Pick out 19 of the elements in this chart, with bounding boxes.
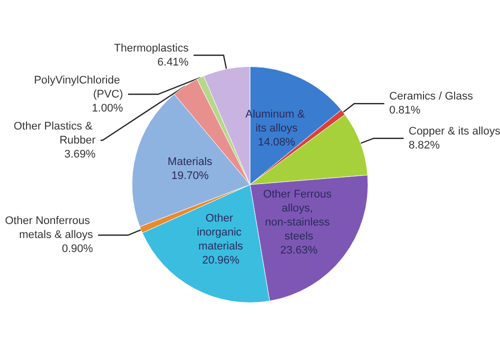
data-label: 8.82% — [408, 139, 440, 152]
data-label: 1.00% — [92, 102, 124, 114]
data-label: 14.08% — [258, 136, 296, 149]
slice-label: PolyVinylChloride (PVC) — [34, 74, 124, 100]
data-label: 19.70% — [171, 170, 209, 182]
data-label: 20.96% — [202, 254, 240, 266]
slice-label: Thermoplastics — [114, 42, 190, 54]
data-label: 3.69% — [64, 148, 96, 160]
data-label: 6.41% — [157, 56, 189, 68]
data-label: 23.63% — [280, 244, 318, 257]
slice-label: Ceramics / Glass — [389, 90, 474, 103]
data-label: 0.90% — [62, 243, 94, 256]
slice-label: Copper & its alloys — [408, 125, 500, 138]
slice-label: Materials — [168, 156, 213, 168]
slice-label: Other Plastics & Rubber — [14, 120, 96, 146]
slice-label: Other inorganic materials — [196, 212, 245, 252]
slice-label: Other Nonferrous metals & alloys — [5, 215, 94, 242]
slice-label: Other Ferrous alloys, non-stainless steels — [263, 188, 335, 243]
data-label: 0.81% — [389, 104, 421, 117]
